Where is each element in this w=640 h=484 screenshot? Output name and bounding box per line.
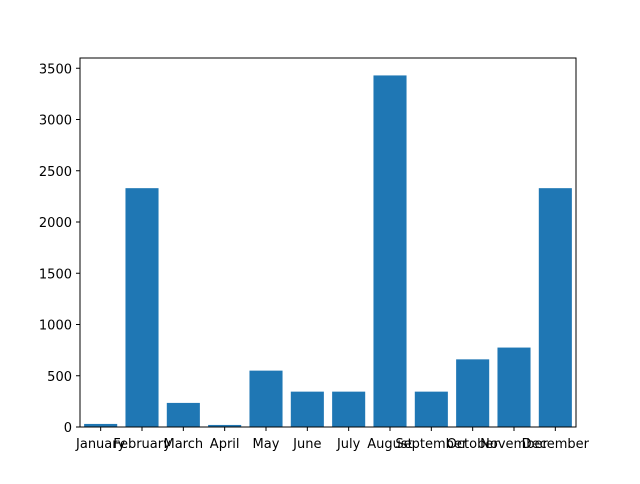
bar-january (84, 423, 118, 427)
y-tick-label: 0 (64, 421, 72, 436)
x-tick-label: January (75, 437, 126, 452)
bar-september (414, 391, 448, 427)
x-tick-label: February (113, 437, 171, 452)
plot-area-frame (79, 57, 577, 428)
bar-march (166, 402, 200, 427)
y-tick-label: 500 (47, 370, 72, 385)
x-tick-label: October (447, 437, 500, 452)
bar-december (538, 188, 572, 427)
x-tick-label: November (480, 437, 548, 452)
x-tick-label: July (336, 437, 361, 452)
bars-layer (84, 75, 572, 428)
y-tick-label: 3000 (39, 114, 72, 129)
bar-october (456, 359, 490, 427)
x-tick-label: April (210, 437, 240, 452)
x-tick-label: June (292, 437, 321, 452)
x-tick-label: September (395, 437, 468, 452)
y-tick-label: 2500 (39, 165, 72, 180)
bar-april (208, 424, 242, 427)
y-tick-label: 3500 (39, 62, 72, 77)
x-tick-label: March (164, 437, 204, 452)
x-tick-label: May (253, 437, 280, 452)
bar-july (332, 391, 366, 427)
y-tick-label: 2000 (39, 216, 72, 231)
x-tick-label: December (522, 437, 590, 452)
bar-november (497, 347, 531, 427)
y-axis-ticks: 0 500 1000 1500 2000 2500 3000 3500 (39, 62, 80, 436)
y-tick-label: 1500 (39, 267, 72, 282)
bar-june (290, 391, 324, 427)
bar-february (125, 188, 159, 427)
bar-august (373, 75, 407, 428)
bar-may (249, 370, 283, 428)
y-tick-label: 1000 (39, 319, 72, 334)
x-tick-label: August (367, 437, 413, 452)
